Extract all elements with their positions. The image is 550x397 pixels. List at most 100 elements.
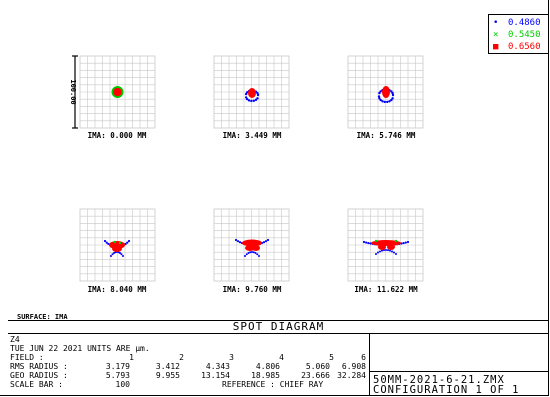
spot-point	[378, 97, 381, 100]
legend-value-2: 0.5450	[508, 30, 541, 40]
legend-symbol-1: •	[493, 18, 499, 28]
spot-point	[377, 95, 381, 98]
ima-label-3: IMA: 5.746 MM	[356, 131, 416, 140]
ima-label-6: IMA: 11.622 MM	[354, 285, 418, 294]
field-label: FIELD :	[10, 353, 44, 362]
geo-value-3: 13.154	[201, 371, 230, 380]
spot-point	[238, 241, 242, 244]
spot-cluster	[112, 246, 122, 252]
legend-item-2: × 0.5450	[493, 31, 541, 40]
ima-label-1: IMA: 0.000 MM	[87, 131, 147, 140]
file-name: 50MM-2021-6-21.ZMX	[373, 374, 505, 386]
spot-point	[252, 99, 256, 102]
ima-label-2: IMA: 3.449 MM	[222, 131, 282, 140]
spot-point	[126, 241, 129, 244]
spot-point	[374, 239, 378, 243]
spot-point	[390, 90, 393, 93]
spot-point	[391, 250, 393, 253]
legend-value-1: 0.4860	[508, 18, 541, 28]
spot-point	[105, 241, 108, 244]
spot-point	[388, 100, 391, 103]
legend-symbol-3: ■	[493, 42, 499, 52]
spot-point	[389, 249, 391, 252]
field-value-1: 1	[129, 353, 134, 362]
rms-value-3: 4.343	[205, 362, 230, 371]
spot-point	[113, 252, 115, 254]
spot-point	[244, 96, 248, 99]
spot-point	[378, 91, 381, 95]
spot-point	[266, 238, 270, 242]
spot-point	[252, 251, 255, 254]
spot-point	[379, 250, 381, 253]
spot-point	[379, 98, 382, 102]
spot-point	[245, 91, 249, 94]
spot-cluster	[245, 245, 255, 251]
spot-point	[111, 253, 114, 256]
scale-bar-value: 100	[115, 380, 130, 389]
spot-point	[381, 100, 384, 103]
spot-point	[254, 98, 258, 102]
rms-value-1: 3.179	[105, 362, 130, 371]
legend-symbol-2: ×	[493, 30, 499, 40]
rms-value-4: 4.806	[255, 362, 280, 371]
spot-point	[249, 251, 252, 254]
spot-point	[393, 251, 395, 254]
field-value-4: 4	[279, 353, 284, 362]
rms-radius-label: RMS RADIUS :	[10, 362, 68, 371]
geo-value-1: 5.793	[105, 371, 130, 380]
spot-point	[256, 97, 259, 100]
spot-point	[381, 249, 383, 252]
date-units-line: TUE JUN 22 2021 UNITS ARE µm.	[10, 344, 150, 353]
spot-point	[375, 253, 377, 255]
wavelength-legend: • 0.4860 × 0.5450 ■ 0.6560	[488, 14, 549, 54]
zoom-label: Z4	[10, 335, 20, 344]
spot-point	[258, 255, 260, 257]
spot-point	[262, 241, 266, 244]
geo-value-2: 9.955	[155, 371, 180, 380]
spot-point	[390, 98, 393, 102]
rms-value-2: 3.412	[155, 362, 180, 371]
spot-point	[386, 100, 389, 104]
spot-point	[365, 241, 368, 244]
spot-point	[256, 91, 259, 95]
spot-point	[387, 249, 389, 252]
ima-label-5: IMA: 9.760 MM	[222, 285, 282, 294]
spot-point	[244, 255, 246, 257]
spot-cluster	[242, 239, 262, 247]
spot-point	[247, 99, 251, 102]
surface-label: SURFACE: IMA	[17, 313, 68, 321]
spot-point	[113, 240, 117, 244]
ima-label-4: IMA: 8.040 MM	[87, 285, 147, 294]
legend-value-3: 0.6560	[508, 42, 541, 52]
scale-bar-text: 100.00	[69, 79, 77, 104]
scale-bar-label: SCALE BAR :	[10, 380, 63, 389]
field-value-3: 3	[229, 353, 234, 362]
spot-point	[122, 255, 124, 257]
spot-cluster	[387, 244, 395, 250]
spot-point	[250, 99, 253, 103]
field-value-5: 5	[329, 353, 334, 362]
spot-point	[107, 242, 110, 246]
spot-point	[379, 90, 382, 93]
rms-value-6: 6.908	[341, 362, 366, 371]
file-info: 50MM-2021-6-21.ZMX CONFIGURATION 1 OF 1	[370, 371, 549, 396]
spot-point	[124, 242, 127, 246]
spot-point	[110, 255, 112, 257]
legend-item-1: • 0.4860	[493, 19, 541, 28]
reference-line: REFERENCE : CHIEF RAY	[222, 380, 324, 389]
spot-point	[404, 241, 407, 244]
spot-point	[402, 241, 405, 245]
field-value-6: 6	[361, 353, 366, 362]
spot-point	[256, 253, 259, 256]
spot-point	[127, 239, 131, 243]
spot-point	[119, 252, 121, 254]
spot-point	[385, 249, 387, 251]
spot-point	[247, 252, 250, 254]
spot-cluster	[113, 87, 122, 97]
info-panel: Z4 TUE JUN 22 2021 UNITS ARE µm. FIELD :…	[8, 334, 370, 396]
spot-point	[391, 97, 394, 100]
spot-point	[256, 93, 260, 97]
spot-point	[245, 253, 248, 256]
